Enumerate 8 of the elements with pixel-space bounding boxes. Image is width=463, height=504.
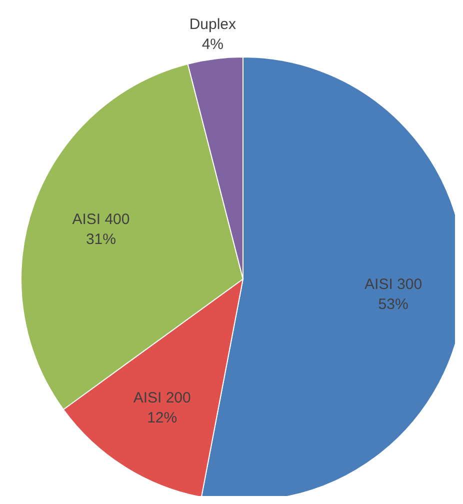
slice-label: AISI 400 — [72, 210, 130, 228]
slice-label: Duplex — [189, 16, 237, 33]
slice-label: AISI 200 — [133, 389, 191, 406]
data-label: 4% — [202, 36, 224, 53]
data-label: 31% — [86, 230, 116, 248]
data-label: 12% — [147, 409, 178, 426]
slice-label: AISI 300 — [364, 276, 422, 294]
data-label: 53% — [378, 296, 408, 314]
